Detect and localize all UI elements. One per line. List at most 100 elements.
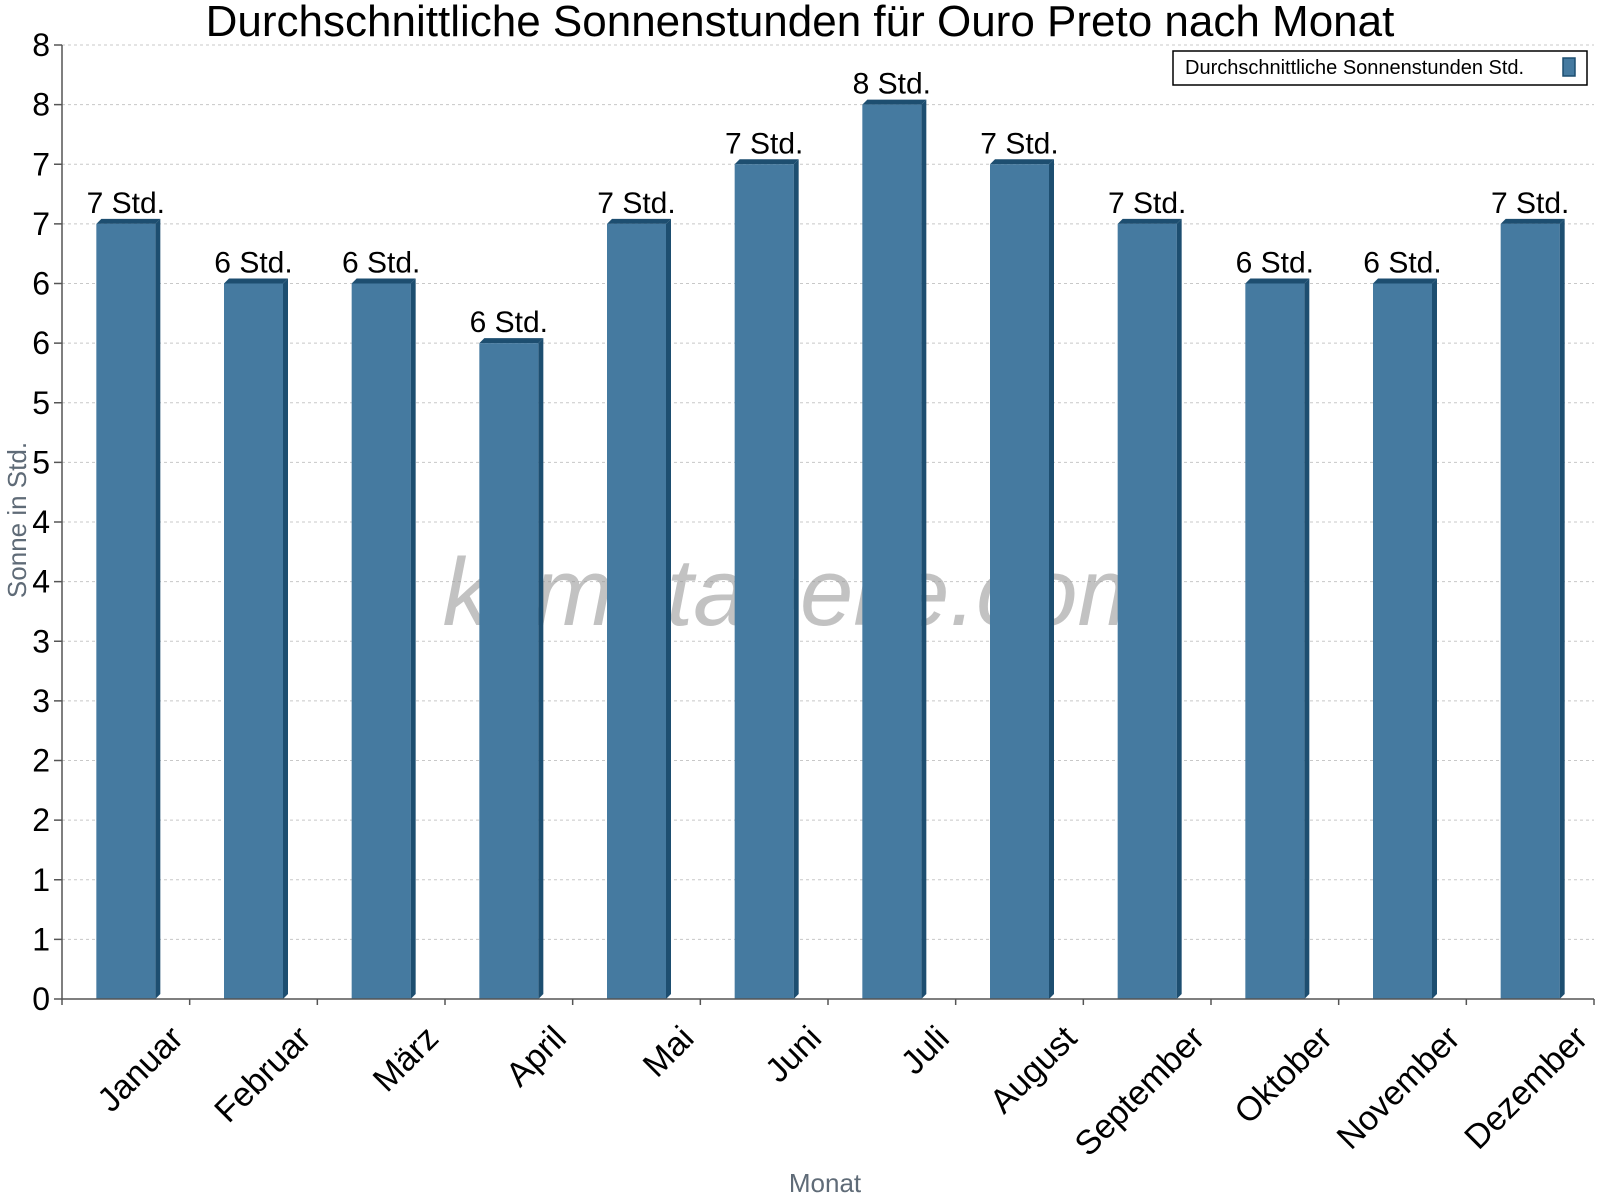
bar (351, 278, 416, 999)
bar-side (666, 218, 671, 999)
x-tick-label: April (499, 1019, 574, 1094)
bar-front (1500, 223, 1560, 999)
x-tick-label: August (983, 1019, 1085, 1121)
x-tick-label: November (1330, 1019, 1468, 1157)
bar-front (990, 164, 1049, 999)
gridlines (62, 44, 1594, 940)
bar (1373, 278, 1437, 999)
y-tick-label: 6 (32, 266, 50, 302)
bar-side (1176, 218, 1182, 999)
x-tick-label: September (1068, 1019, 1212, 1163)
bar-side (1304, 278, 1310, 999)
data-label: 7 Std. (1108, 187, 1186, 220)
data-label: 7 Std. (597, 187, 675, 220)
y-tick-label: 4 (32, 564, 50, 600)
x-tick-label: Dezember (1457, 1019, 1595, 1157)
bar (734, 159, 799, 999)
data-label: 7 Std. (980, 127, 1058, 160)
bar-side (921, 99, 927, 999)
y-tick-label: 3 (32, 623, 50, 659)
x-tick-label: Juni (758, 1019, 829, 1090)
bar-top (1500, 218, 1565, 224)
bar-front (1117, 223, 1177, 999)
bars (96, 99, 1565, 999)
axes (54, 44, 1595, 1005)
y-tick-label: 1 (32, 921, 50, 957)
bar-front (862, 104, 922, 999)
bar-side (283, 278, 288, 999)
bar-top (479, 338, 544, 344)
bar (224, 278, 288, 999)
bar-top (96, 218, 161, 224)
bar (96, 218, 161, 999)
y-tick-label: 2 (32, 802, 50, 838)
bar (607, 218, 671, 999)
data-label: 7 Std. (725, 127, 803, 160)
bar-top (990, 159, 1054, 165)
y-tick-label: 8 (32, 87, 50, 123)
bar-side (155, 218, 161, 999)
y-tick-label: 5 (32, 444, 50, 480)
bar (1117, 218, 1182, 999)
bar-front (479, 343, 539, 999)
y-tick-label: 2 (32, 743, 50, 779)
data-label: 6 Std. (470, 306, 548, 339)
bar-side (1559, 218, 1565, 999)
x-axis-label: Monat (789, 1168, 862, 1198)
y-tick-label: 7 (32, 146, 50, 182)
bar-side (1432, 278, 1437, 999)
data-label: 7 Std. (1491, 187, 1569, 220)
bar-side (410, 278, 416, 999)
x-tick-labels: Januar Februar März April Mai Juni Juli AugustS… (90, 1019, 1595, 1164)
y-tick-label: 7 (32, 206, 50, 242)
bar-top (351, 278, 416, 284)
bar-top (734, 159, 799, 165)
data-labels: 7 Std. 6 Std. 6 Std. 6 Std. 7 Std. 7 Std. 8 St… (87, 68, 1570, 340)
data-label: 8 Std. (853, 68, 931, 101)
x-tick-label: Januar (90, 1019, 190, 1119)
bar-side (538, 338, 544, 999)
data-label: 7 Std. (87, 187, 165, 220)
bar (862, 99, 927, 999)
x-tick-label: Juli (894, 1019, 957, 1082)
bar-top (1373, 278, 1437, 284)
bar (1245, 278, 1310, 999)
bar-top (607, 218, 671, 224)
data-label: 6 Std. (214, 247, 292, 280)
bar-side (1049, 159, 1054, 999)
y-tick-label: 4 (32, 504, 50, 540)
y-tick-label: 0 (32, 981, 50, 1017)
bar (1500, 218, 1565, 999)
y-tick-labels: 0 1 1 2 2 3 3 4 4 5 5 6 6 7 7 8 8 (32, 27, 50, 1017)
bar (479, 338, 544, 999)
x-tick-label: Oktober (1227, 1019, 1339, 1131)
y-tick-label: 8 (32, 27, 50, 63)
bar-front (734, 164, 794, 999)
y-tick-label: 5 (32, 385, 50, 421)
bar-front (1373, 283, 1432, 999)
x-tick-label: Februar (207, 1019, 318, 1130)
bar-top (1117, 218, 1182, 224)
bar-front (96, 223, 156, 999)
bar-top (224, 278, 288, 284)
bar-front (351, 283, 411, 999)
bar-front (607, 223, 666, 999)
bar-front (224, 283, 283, 999)
data-label: 6 Std. (1236, 247, 1314, 280)
y-tick-label: 1 (32, 862, 50, 898)
data-label: 6 Std. (342, 247, 420, 280)
y-axis-label: Sonne in Std. (2, 442, 32, 598)
legend-label: Durchschnittliche Sonnenstunden Std. (1185, 57, 1524, 79)
y-tick-label: 6 (32, 325, 50, 361)
legend-box (1172, 50, 1588, 86)
data-label: 6 Std. (1363, 247, 1441, 280)
bar-top (1245, 278, 1310, 284)
bar (990, 159, 1054, 999)
legend-swatch (1562, 57, 1576, 77)
x-tick-label: März (366, 1019, 446, 1099)
bar-top (862, 99, 927, 105)
y-tick-label: 3 (32, 683, 50, 719)
bar-front (1245, 283, 1305, 999)
legend: Durchschnittliche Sonnenstunden Std. (1172, 50, 1588, 86)
